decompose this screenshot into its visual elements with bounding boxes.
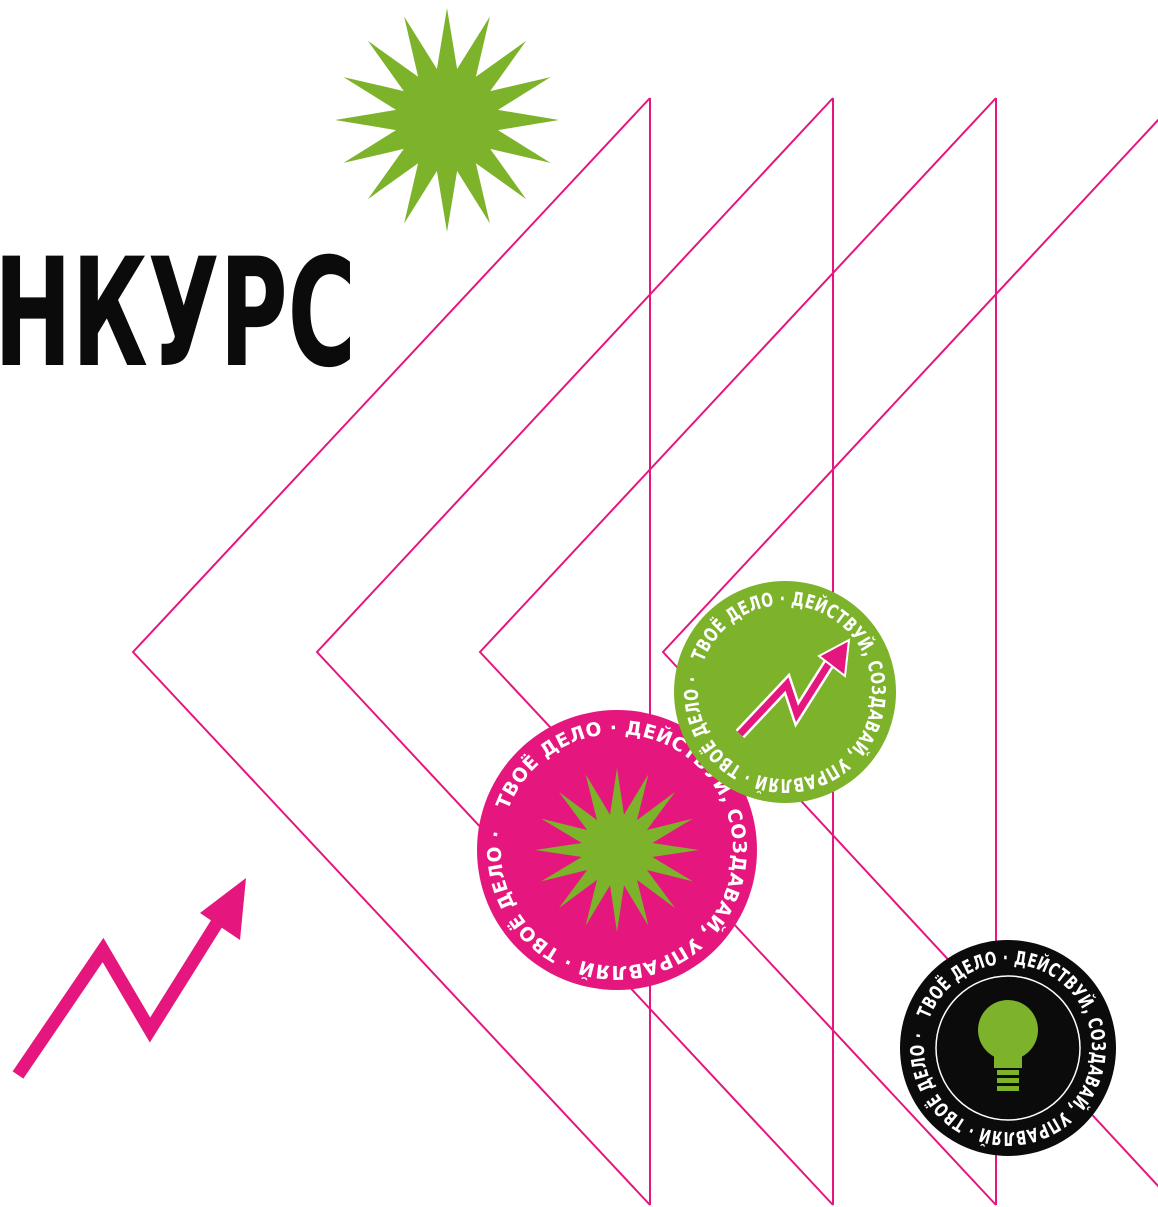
chevrons [131, 97, 1158, 1206]
badges: ТВОЁ ДЕЛО · ДЕЙСТВУЙ, СОЗДАВАЙ, УПРАВЛЯЙ… [477, 581, 1116, 1156]
badge: ТВОЁ ДЕЛО · ДЕЙСТВУЙ, СОЗДАВАЙ, УПРАВЛЯЙ… [900, 940, 1116, 1156]
chevron [478, 97, 997, 1206]
arrow [12, 911, 228, 1079]
chevron [131, 97, 651, 1206]
badge-arrow [737, 655, 836, 737]
badge: ТВОЁ ДЕЛО · ДЕЙСТВУЙ, СОЗДАВАЙ, УПРАВЛЯЙ… [477, 710, 757, 990]
badge-star [535, 768, 699, 932]
badge-arrow-head [817, 638, 851, 678]
bulb-base [997, 1086, 1019, 1091]
headline-group: НКУРС [0, 227, 356, 401]
artwork: НКУРС ТВОЁ ДЕЛО · ДЕЙСТВУЙ, СОЗДАВАЙ, УП… [0, 8, 1158, 1206]
headline: НКУРС [0, 227, 356, 401]
arrow-line [12, 911, 228, 1079]
bulb-base [997, 1078, 1019, 1083]
bulb-neck [994, 1052, 1022, 1068]
star [335, 8, 559, 232]
badge-inner-ring [935, 975, 1081, 1121]
arrow-head [200, 878, 246, 940]
badge: ТВОЁ ДЕЛО · ДЕЙСТВУЙ, СОЗДАВАЙ, УПРАВЛЯЙ… [674, 581, 896, 803]
bulb-glass [978, 1000, 1038, 1060]
bulb-base [997, 1070, 1019, 1075]
chevron [315, 97, 834, 1206]
